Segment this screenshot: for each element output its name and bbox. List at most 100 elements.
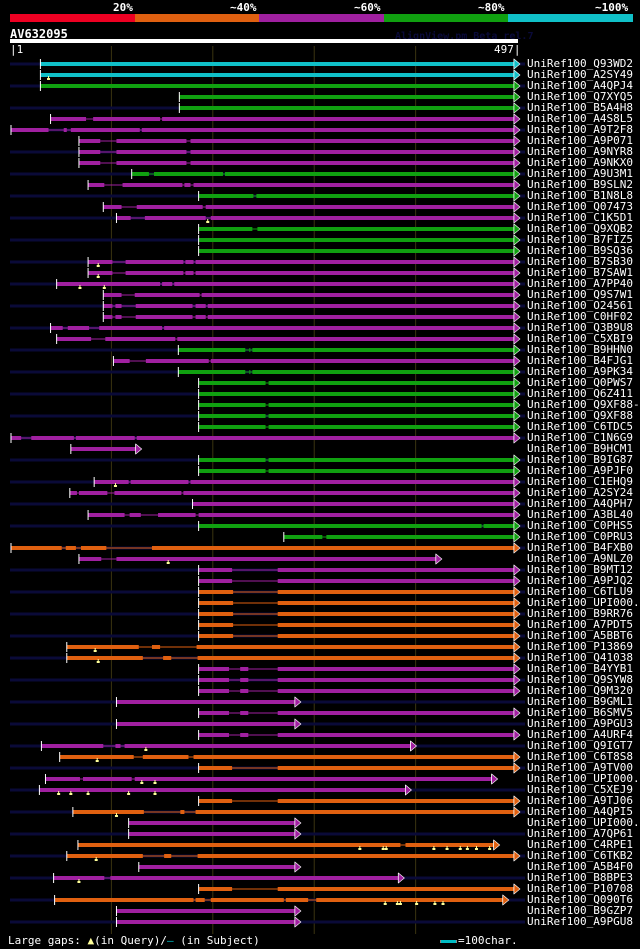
hit-label[interactable]: UniRef100_B8BPE3	[527, 871, 633, 884]
query-gap-marker-icon	[381, 848, 385, 850]
alignment-segment	[183, 491, 514, 495]
hit-label[interactable]: UniRef100_B7SAW1	[527, 266, 633, 279]
alignment-end-arrow-icon	[513, 311, 521, 323]
hit-label[interactable]: UniRef100_UPI000..	[527, 772, 640, 785]
alignment-end-arrow-icon	[513, 190, 521, 202]
hit-label[interactable]: UniRef100_A9TV00	[527, 761, 633, 774]
hit-label[interactable]: UniRef100_C4RPE1	[527, 838, 633, 851]
hit-label[interactable]: UniRef100_A5BBT6	[527, 629, 633, 642]
hit-label[interactable]: UniRef100_A9PJF0	[527, 464, 633, 477]
hit-label[interactable]: UniRef100_A9PGU3	[527, 717, 633, 730]
hit-label[interactable]: UniRef100_B4FJG1	[527, 354, 633, 367]
hit-label[interactable]: UniRef100_Q9M320	[527, 684, 633, 697]
alignment-end-arrow-icon	[513, 135, 521, 147]
hit-label[interactable]: UniRef100_Q07473	[527, 200, 633, 213]
hit-label[interactable]: UniRef100_A9PK34	[527, 365, 633, 378]
hit-label[interactable]: UniRef100_A9PJQ2	[527, 574, 633, 587]
hit-label[interactable]: UniRef100_A7PDT5	[527, 618, 633, 631]
hit-label[interactable]: UniRef100_B4YYB1	[527, 662, 633, 675]
hit-label[interactable]: UniRef100_A9NKX0	[527, 156, 633, 169]
hit-label[interactable]: UniRef100_B7SB30	[527, 255, 633, 268]
hit-label[interactable]: UniRef100_B9SLN2	[527, 178, 633, 191]
alignment-segment	[158, 513, 196, 517]
hit-label[interactable]: UniRef100_B9HHN0	[527, 343, 633, 356]
alignment-segment	[45, 777, 80, 781]
hit-label[interactable]: UniRef100_A9NLZ0	[527, 552, 633, 565]
hit-label[interactable]: UniRef100_B9SQ36	[527, 244, 633, 257]
hit-label[interactable]: UniRef100_C1K5D1	[527, 211, 633, 224]
query-gap-marker-icon	[77, 881, 81, 883]
hit-label[interactable]: UniRef100_A9T2F8	[527, 123, 633, 136]
hit-label[interactable]: UniRef100_A2SY24	[527, 486, 633, 499]
hit-label[interactable]: UniRef100_O24561	[527, 299, 633, 312]
alignment-end-arrow-icon	[502, 894, 510, 906]
hit-label[interactable]: UniRef100_C1N6G9	[527, 431, 633, 444]
hit-label[interactable]: UniRef100_C6TKB2	[527, 849, 633, 862]
hit-label[interactable]: UniRef100_C6TDC5	[527, 420, 633, 433]
alignment-end-arrow-icon	[513, 487, 521, 499]
hit-label[interactable]: UniRef100_A4URF4	[527, 728, 633, 741]
hit-label[interactable]: UniRef100_B9MT12	[527, 563, 633, 576]
alignment-end-arrow-icon	[513, 410, 521, 422]
hit-label[interactable]: UniRef100_B9IG87	[527, 453, 633, 466]
alignment-end-arrow-icon	[513, 520, 521, 532]
hit-label[interactable]: UniRef100_B1N8L8	[527, 189, 633, 202]
alignment-segment	[190, 150, 514, 154]
alignment-end-arrow-icon	[513, 564, 521, 576]
hit-label[interactable]: UniRef100_B5A4H8	[527, 101, 633, 114]
hit-label[interactable]: UniRef100_Q9XQB2	[527, 222, 633, 235]
hit-label[interactable]: UniRef100_A7QP61	[527, 827, 633, 840]
hit-label[interactable]: UniRef100_B7FIZ5	[527, 233, 633, 246]
hit-label[interactable]: UniRef100_C5XEJ9	[527, 783, 633, 796]
alignment-segment	[39, 788, 406, 792]
alignment-segment	[240, 711, 249, 715]
hit-label[interactable]: UniRef100_Q9SYW8	[527, 673, 633, 686]
hit-label[interactable]: UniRef100_Q9IGT7	[527, 739, 633, 752]
hit-label[interactable]: UniRef100_A4QPH7	[527, 497, 633, 510]
hit-label[interactable]: UniRef100_Q090T6	[527, 893, 633, 906]
alignment-segment	[59, 755, 134, 759]
hit-label[interactable]: UniRef100_C0PHS5	[527, 519, 633, 532]
hit-label[interactable]: UniRef100_B9RR76	[527, 607, 633, 620]
hit-label[interactable]: UniRef100_B6SMV5	[527, 706, 633, 719]
hit-label[interactable]: UniRef100_Q7XYQ5	[527, 90, 633, 103]
hit-label[interactable]: UniRef100_A4QPJ4	[527, 79, 633, 92]
hit-label[interactable]: UniRef100_C6TLU9	[527, 585, 633, 598]
hit-label[interactable]: UniRef100_A9TJ06	[527, 794, 633, 807]
hit-label[interactable]: UniRef100_A5B4F0	[527, 860, 633, 873]
hit-label[interactable]: UniRef100_B9GML1	[527, 695, 633, 708]
hit-label[interactable]: UniRef100_C0PRU3	[527, 530, 633, 543]
hit-label[interactable]: UniRef100_A9U3M1	[527, 167, 633, 180]
hit-label[interactable]: UniRef100_Q0PWS7	[527, 376, 633, 389]
hit-label[interactable]: UniRef100_Q9XF88-2	[527, 398, 640, 411]
alignment-segment	[134, 293, 200, 297]
hit-label[interactable]: UniRef100_C1EHQ9	[527, 475, 633, 488]
alignment-end-arrow-icon	[513, 619, 521, 631]
hit-label[interactable]: UniRef100_UPI000..	[527, 816, 640, 829]
hit-label[interactable]: UniRef100_A4QPI5	[527, 805, 633, 818]
hit-label[interactable]: UniRef100_C0HF02	[527, 310, 633, 323]
hit-label[interactable]: UniRef100_Q9XF88	[527, 409, 633, 422]
hit-label[interactable]: UniRef100_A9NYR8	[527, 145, 633, 158]
hit-label[interactable]: UniRef100_A7PP40	[527, 277, 633, 290]
hit-label[interactable]: UniRef100_Q41038	[527, 651, 633, 664]
hit-label[interactable]: UniRef100_P10708	[527, 882, 633, 895]
hit-label[interactable]: UniRef100_Q9S7W1	[527, 288, 633, 301]
hit-label[interactable]: UniRef100_A9PGU8	[527, 915, 633, 928]
hit-label[interactable]: UniRef100_Q93WD2	[527, 57, 633, 70]
hit-label[interactable]: UniRef100_A9P071	[527, 134, 633, 147]
hit-label[interactable]: UniRef100_Q6Z411	[527, 387, 633, 400]
hit-label[interactable]: UniRef100_B4FXB0	[527, 541, 633, 554]
hit-label[interactable]: UniRef100_B9HCM1	[527, 442, 633, 455]
hit-label[interactable]: UniRef100_A3BL40	[527, 508, 633, 521]
hit-label[interactable]: UniRef100_C6T8S8	[527, 750, 633, 763]
hit-label[interactable]: UniRef100_P13869	[527, 640, 633, 653]
hit-label[interactable]: UniRef100_UPI000..	[527, 596, 640, 609]
hit-label[interactable]: UniRef100_A4S8L5	[527, 112, 633, 125]
hit-label[interactable]: UniRef100_C5XBI9	[527, 332, 633, 345]
alignment-segment	[179, 95, 514, 99]
hit-label[interactable]: UniRef100_B9GZP7	[527, 904, 633, 917]
alignment-segment	[184, 183, 191, 187]
hit-label[interactable]: UniRef100_Q3B9U8	[527, 321, 633, 334]
hit-label[interactable]: UniRef100_A2SY49	[527, 68, 633, 81]
